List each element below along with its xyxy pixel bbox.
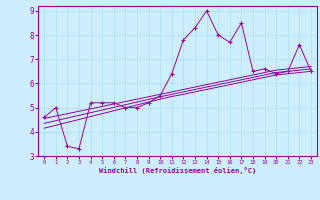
- X-axis label: Windchill (Refroidissement éolien,°C): Windchill (Refroidissement éolien,°C): [99, 167, 256, 174]
